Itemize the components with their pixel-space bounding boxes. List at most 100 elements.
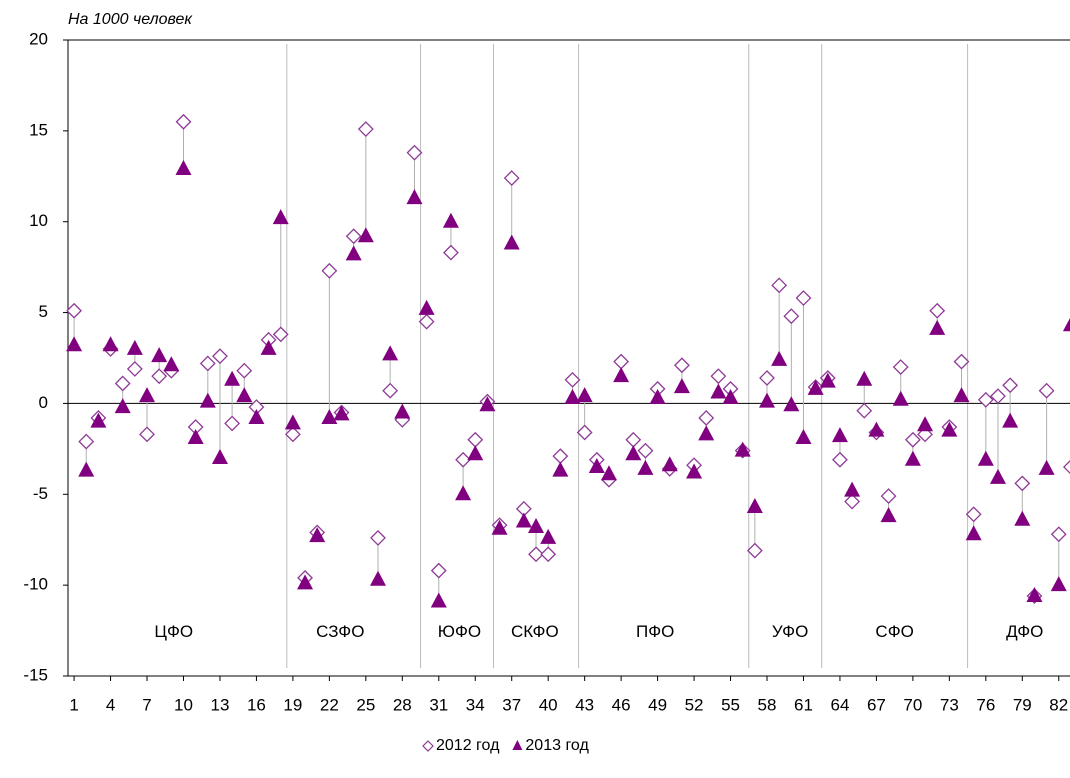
point-2013	[455, 485, 472, 501]
point-2013	[710, 383, 727, 399]
point-2012	[284, 426, 301, 443]
point-2012	[406, 144, 423, 161]
point-2012	[66, 302, 82, 319]
point-2013	[540, 528, 557, 544]
point-2013	[965, 525, 982, 541]
point-2012	[212, 348, 228, 365]
x-tick-label: 64	[830, 695, 849, 714]
point-2013	[382, 345, 399, 361]
point-2013	[771, 350, 788, 366]
point-2012	[783, 308, 800, 325]
point-2013	[284, 414, 301, 430]
point-2013	[856, 370, 873, 386]
x-tick-label: 67	[867, 695, 886, 714]
point-2013	[904, 450, 921, 466]
x-tick-label: 58	[758, 695, 777, 714]
point-2013	[698, 425, 715, 441]
point-2012	[199, 355, 216, 372]
point-2012	[637, 442, 654, 459]
point-2013	[722, 388, 739, 404]
point-2012	[503, 170, 520, 187]
point-2013	[552, 461, 569, 477]
x-tick-label: 22	[320, 695, 339, 714]
point-2013	[199, 392, 216, 408]
point-2013	[953, 387, 970, 403]
point-2012	[1038, 382, 1055, 399]
region-label: ЦФО	[154, 622, 193, 641]
point-2012	[139, 426, 155, 443]
point-2013	[917, 416, 934, 432]
point-2012	[1014, 475, 1031, 492]
point-2013	[78, 461, 95, 477]
y-tick-label: 15	[29, 120, 48, 139]
y-tick-label: 20	[29, 29, 48, 48]
point-2012	[455, 451, 472, 468]
point-2013	[369, 570, 386, 586]
point-2013	[564, 388, 581, 404]
point-2013	[418, 299, 435, 315]
point-2012	[880, 488, 897, 505]
point-2012	[795, 290, 812, 306]
point-2012	[540, 546, 557, 563]
point-2012	[965, 506, 982, 523]
point-2013	[1002, 412, 1019, 428]
point-2013	[819, 372, 836, 388]
point-2012	[1050, 526, 1067, 543]
point-2013	[248, 408, 265, 424]
point-2012	[236, 362, 253, 379]
point-2013	[321, 408, 338, 424]
x-tick-label: 49	[648, 695, 667, 714]
region-label: ЮФО	[438, 622, 481, 641]
point-2013	[1038, 459, 1055, 475]
point-2013	[297, 574, 314, 590]
point-2013	[649, 388, 666, 404]
y-tick-label: 10	[29, 211, 48, 230]
point-2013	[139, 387, 156, 403]
x-tick-label: 31	[429, 695, 448, 714]
point-2013	[1050, 576, 1067, 592]
point-2013	[868, 421, 885, 437]
point-2013	[844, 481, 861, 497]
point-2012	[929, 302, 946, 319]
x-tick-label: 61	[794, 695, 813, 714]
x-tick-label: 34	[466, 695, 485, 714]
point-2012	[613, 353, 630, 370]
point-2013	[66, 336, 83, 352]
point-2013	[102, 336, 119, 352]
point-2012	[990, 388, 1006, 405]
point-2013	[1062, 318, 1070, 332]
point-2012	[151, 368, 168, 385]
point-2013	[1026, 587, 1043, 603]
x-tick-label: 7	[142, 695, 151, 714]
region-label: ДФО	[1006, 622, 1043, 641]
point-2013	[345, 245, 362, 261]
x-tick-label: 19	[283, 695, 302, 714]
region-label: УФО	[772, 622, 808, 641]
point-2012	[418, 313, 435, 330]
point-2012	[175, 113, 192, 130]
point-2013	[977, 450, 994, 466]
legend-marker	[512, 740, 523, 750]
point-2013	[929, 319, 946, 335]
point-2013	[163, 356, 180, 372]
point-2013	[491, 519, 508, 535]
x-tick-label: 4	[106, 695, 115, 714]
point-2013	[625, 445, 642, 461]
point-2012	[576, 424, 593, 441]
y-tick-label: -15	[23, 665, 48, 684]
point-2013	[309, 527, 326, 543]
point-2013	[613, 367, 630, 383]
point-2012	[467, 431, 484, 448]
point-2013	[394, 403, 411, 419]
point-2013	[224, 370, 241, 386]
point-2013	[686, 463, 703, 479]
y-tick-label: -5	[33, 484, 48, 503]
point-2013	[406, 189, 423, 205]
x-tick-label: 1	[69, 695, 78, 714]
point-2013	[661, 456, 678, 472]
point-2013	[236, 387, 253, 403]
legend-label: 2013 год	[525, 737, 589, 754]
point-2012	[856, 402, 873, 419]
point-2012	[1063, 460, 1070, 475]
